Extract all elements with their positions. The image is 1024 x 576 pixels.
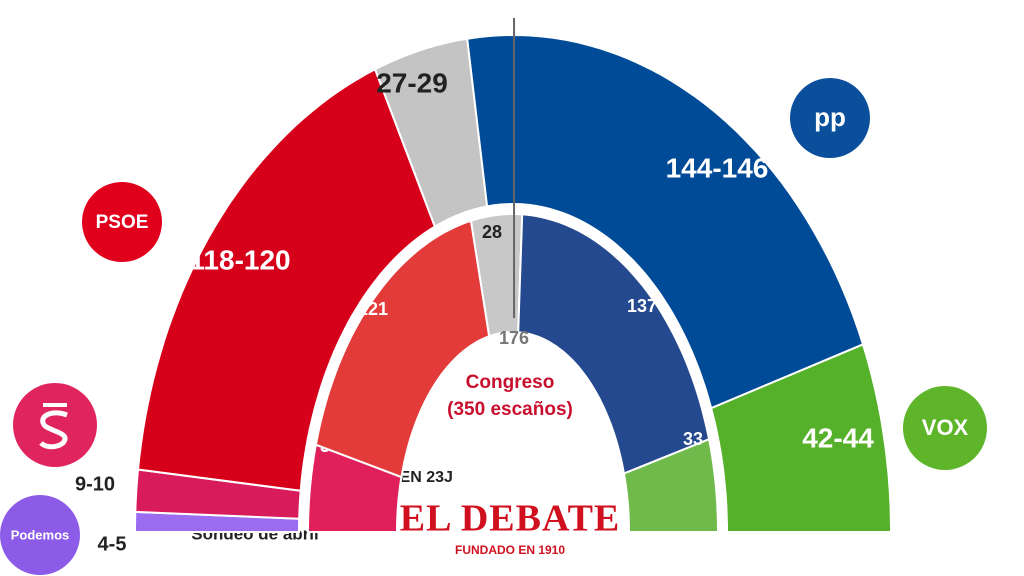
segment-label: 144-146: [666, 152, 769, 183]
brand-subtitle: FUNDADO EN 1910: [455, 543, 565, 557]
segment-label: 118-120: [189, 244, 290, 275]
party-logo-text: pp: [814, 102, 846, 132]
segment-label: 9-10: [75, 473, 115, 495]
segment-label: 33: [683, 429, 703, 449]
segment-label: 121: [358, 299, 388, 319]
inner-ring-name: GEN 23J: [387, 469, 453, 486]
brand: EL DEBATE: [400, 498, 621, 540]
party-logo: [790, 78, 870, 158]
seat-segment: [710, 343, 892, 533]
logo-s: [39, 410, 68, 450]
party-logo-text: Podemos: [11, 527, 70, 542]
party-logo: [0, 495, 80, 575]
party-logo-text: VOX: [922, 415, 969, 440]
segment-label: 42-44: [802, 422, 874, 453]
party-logo: [82, 182, 162, 262]
segment-label: 137: [627, 296, 657, 316]
party-logo: [903, 386, 987, 470]
majority-label: 176: [499, 328, 529, 348]
party-logo: [13, 383, 97, 467]
segment-label: 27-29: [376, 67, 448, 98]
center-subtitle: (350 escaños): [447, 399, 573, 420]
segment-label: 4-5: [98, 533, 127, 555]
center-title: Congreso: [466, 372, 555, 393]
segment-label: 28: [482, 222, 502, 242]
party-logo-text: PSOE: [96, 212, 149, 233]
seat-segment: [622, 437, 719, 533]
